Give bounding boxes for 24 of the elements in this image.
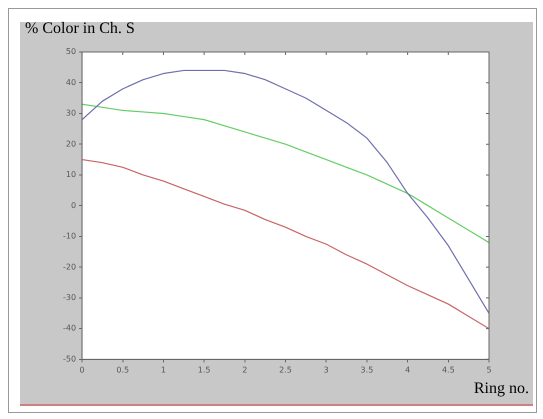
x-axis-title: Ring no. bbox=[474, 380, 529, 398]
y-tick-label: -20 bbox=[62, 262, 76, 272]
x-tick-label: 3.5 bbox=[360, 365, 374, 374]
y-tick-label: -50 bbox=[62, 354, 76, 364]
y-tick-label: -40 bbox=[62, 324, 76, 333]
y-tick-label: -10 bbox=[62, 232, 76, 241]
y-tick-label: 0 bbox=[70, 200, 76, 210]
x-tick-label: 1.5 bbox=[198, 365, 211, 374]
y-tick-label: 40 bbox=[66, 78, 76, 87]
y-tick-label: 10 bbox=[66, 170, 76, 180]
x-tick-label: 4.5 bbox=[442, 365, 455, 374]
x-tick-label: 5 bbox=[486, 365, 492, 374]
chart-title: % Color in Ch. S bbox=[25, 20, 135, 38]
x-tick-label: 3 bbox=[324, 365, 329, 374]
x-tick-label: 0 bbox=[80, 365, 85, 374]
x-tick-label: 2 bbox=[242, 365, 248, 374]
x-tick-label: 0.5 bbox=[116, 365, 130, 374]
y-tick-label: -30 bbox=[62, 293, 76, 302]
y-tick-label: 20 bbox=[66, 139, 76, 148]
x-tick-label: 4 bbox=[405, 365, 410, 374]
x-tick-label: 1 bbox=[160, 365, 166, 374]
y-tick-label: 50 bbox=[66, 47, 76, 56]
y-tick-label: 30 bbox=[66, 108, 76, 118]
x-tick-label: 2.5 bbox=[279, 365, 292, 374]
